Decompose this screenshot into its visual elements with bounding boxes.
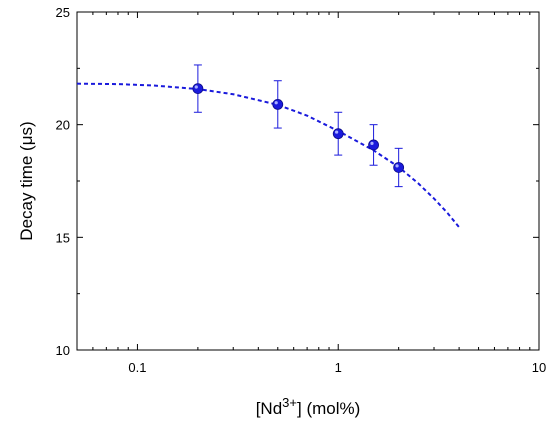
data-point-highlight: [194, 85, 198, 89]
data-point: [192, 83, 204, 95]
data-point-highlight: [274, 101, 278, 105]
data-point: [332, 128, 344, 140]
data-point: [368, 139, 379, 151]
x-tick-label: 10: [532, 360, 546, 375]
y-tick-label: 15: [56, 230, 70, 245]
y-axis-title: Decay time (μs): [17, 121, 36, 240]
x-axis-title: [Nd3+] (mol%): [256, 395, 361, 418]
x-axis-title-suffix: ] (mol%): [297, 399, 360, 418]
y-tick-label: 25: [56, 5, 70, 20]
data-points: [192, 83, 405, 173]
x-axis-ticks: 0.1 1 10: [76, 12, 546, 375]
fit-curve: [76, 82, 460, 228]
x-axis-title-prefix: [Nd: [256, 399, 282, 418]
data-point: [272, 98, 284, 110]
data-point-highlight: [335, 130, 339, 134]
x-tick-label: 1: [335, 360, 342, 375]
y-tick-label: 10: [56, 343, 70, 358]
y-tick-label: 20: [56, 118, 70, 133]
plot-frame: [76, 11, 540, 351]
data-point-highlight: [370, 141, 374, 145]
error-bars: [193, 64, 403, 188]
x-tick-label: 0.1: [128, 360, 146, 375]
data-point-highlight: [395, 164, 399, 168]
y-axis-ticks: 10 15 20 25: [56, 5, 539, 358]
x-axis-title-superscript: 3+: [282, 395, 297, 410]
data-point: [393, 162, 405, 173]
